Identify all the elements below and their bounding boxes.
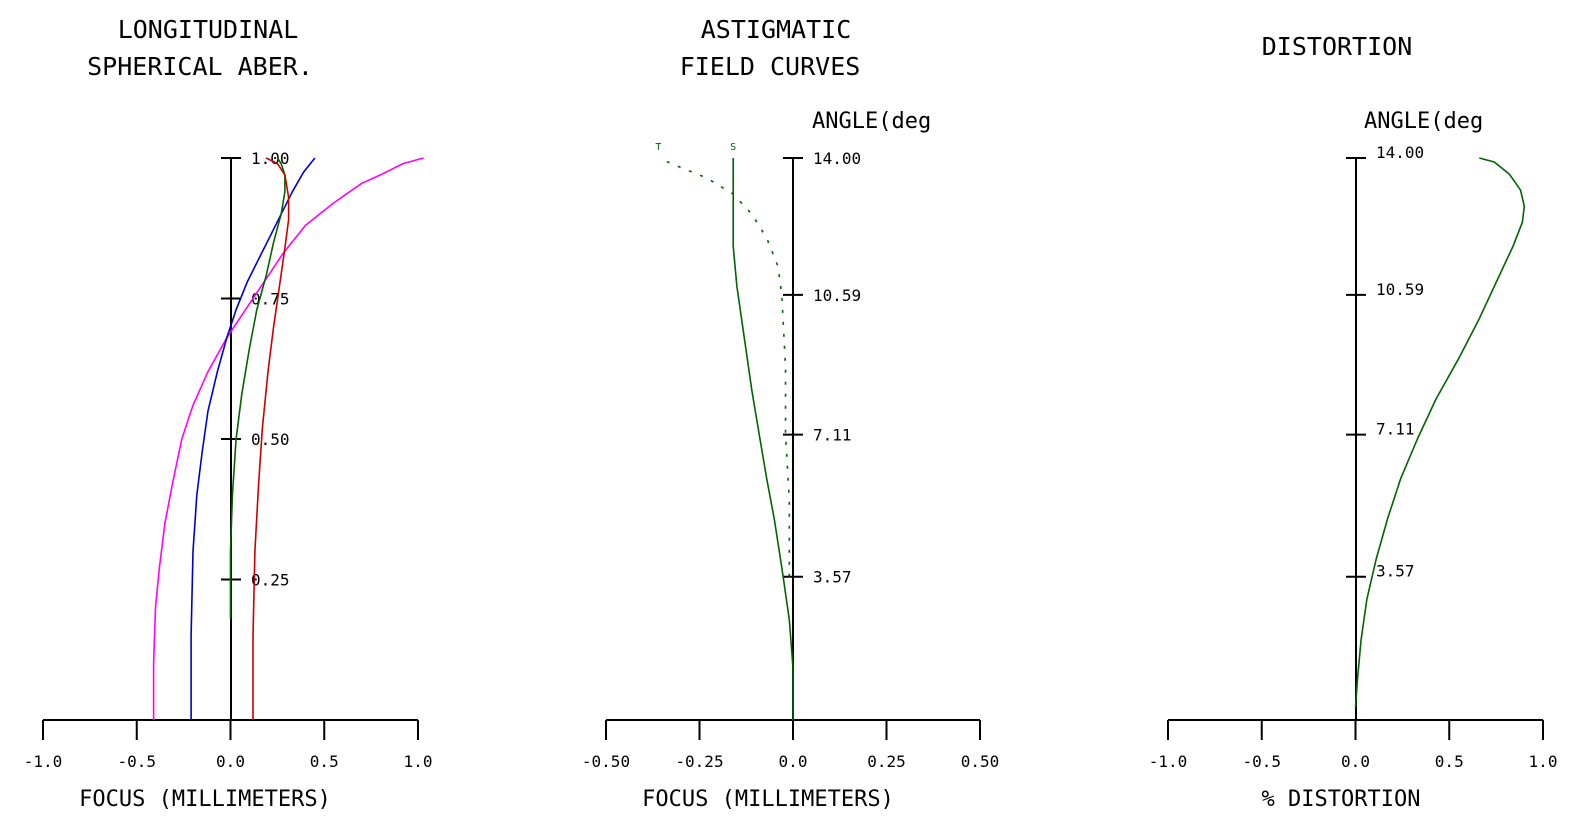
y-tick-label: 7.11 (813, 426, 852, 445)
y-tick-label: 10.59 (1376, 280, 1424, 299)
x-axis-label: FOCUS (MILLIMETERS) (79, 787, 331, 812)
x-tick-label: 0.0 (1341, 752, 1370, 771)
x-tick-label: 0.25 (867, 752, 906, 771)
x-tick-label: -0.5 (1242, 752, 1281, 771)
y-tick-label: 0.25 (251, 571, 290, 590)
x-tick-label: 0.0 (779, 752, 808, 771)
y-tick-label: 7.11 (1376, 420, 1415, 439)
y-tick-label: 0.50 (251, 430, 290, 449)
y-tick-label: 14.00 (813, 149, 861, 168)
chart-title-line-1: DISTORTION (1262, 32, 1413, 61)
y-tick-label: 10.59 (813, 286, 861, 305)
y-tick-label: 3.57 (813, 568, 852, 587)
chart-title-line-1: ASTIGMATIC (701, 15, 852, 44)
x-tick-label: 1.0 (1529, 752, 1558, 771)
x-tick-label: -0.5 (117, 752, 156, 771)
x-tick-label: 0.5 (1435, 752, 1464, 771)
x-axis-label: % DISTORTION (1262, 787, 1421, 812)
y-axis-label: ANGLE(deg (1364, 109, 1483, 134)
distortion-panel: DISTORTION ANGLE(deg % DISTORTION -1.0 -0… (1149, 32, 1558, 812)
series-line-1 (190, 157, 316, 720)
x-tick-label: -1.0 (24, 752, 63, 771)
y-axis-label: ANGLE(deg (812, 109, 931, 134)
series-line-0 (1354, 157, 1526, 709)
x-tick-label: -1.0 (1149, 752, 1188, 771)
x-tick-label: 1.0 (404, 752, 433, 771)
x-axis-label: FOCUS (MILLIMETERS) (642, 787, 894, 812)
astigmatic-field-curves-panel: ASTIGMATIC FIELD CURVES ANGLE(deg FOCUS … (582, 15, 999, 812)
series-line-3 (252, 157, 290, 720)
chart-title-line-1: LONGITUDINAL (118, 15, 299, 44)
series-label: S (730, 142, 736, 153)
x-tick-label: -0.50 (582, 752, 630, 771)
x-tick-label: 0.0 (216, 752, 245, 771)
chart-title-line-2: FIELD CURVES (680, 52, 861, 81)
chart-title-line-2: SPHERICAL ABER. (87, 52, 313, 81)
series-line-t (658, 157, 791, 577)
y-tick-label: 14.00 (1376, 143, 1424, 162)
series-label: T (655, 142, 661, 153)
series-line-s (732, 158, 794, 720)
y-tick-label: 3.57 (1376, 562, 1415, 581)
x-tick-label: 0.5 (310, 752, 339, 771)
y-tick-label: 1.00 (251, 149, 290, 168)
x-tick-label: 0.50 (961, 752, 1000, 771)
x-tick-label: -0.25 (675, 752, 723, 771)
series-line-2 (229, 157, 286, 619)
spherical-aberration-panel: LONGITUDINAL SPHERICAL ABER. FOCUS (MILL… (24, 15, 433, 812)
